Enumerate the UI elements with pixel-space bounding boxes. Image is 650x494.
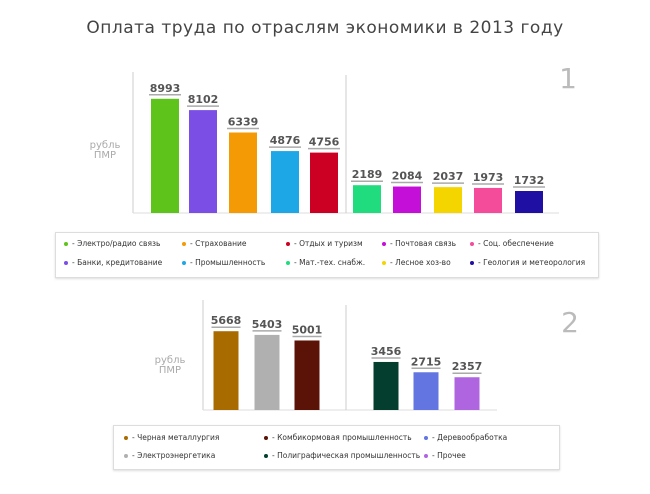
bar-value-label: 3456 — [371, 345, 402, 358]
bar-1 — [213, 331, 239, 410]
bar-value-label: 2715 — [411, 355, 442, 368]
bar-6 — [353, 185, 381, 213]
legend-label: - Электроэнергетика — [132, 451, 216, 460]
legend-swatch — [382, 261, 386, 265]
legend-label: - Деревообработка — [432, 433, 508, 442]
bar-value-label: 5001 — [292, 323, 323, 336]
bar-value-label: 8102 — [188, 93, 219, 106]
bar-value-label: 1732 — [514, 174, 545, 187]
legend-item: - Промышленность — [182, 258, 265, 267]
bar-6 — [454, 377, 480, 410]
legend-item: - Комбикормовая промышленность — [264, 433, 412, 442]
legend-item: - Почтовая связь — [382, 239, 456, 248]
legend-item: - Электроэнергетика — [124, 451, 215, 460]
bar-value-label: 4876 — [270, 134, 301, 147]
legend-label: - Лесное хоз-во — [390, 258, 451, 267]
legend-1: - Электро/радио связь - Страхование - Отды… — [55, 232, 599, 278]
legend-swatch — [124, 436, 128, 440]
legend-item: - Страхование — [182, 239, 247, 248]
legend-item: - Лесное хоз-во — [382, 258, 451, 267]
legend-label: - Банки, кредитование — [72, 258, 163, 267]
bar-7 — [393, 186, 421, 213]
legend-swatch — [264, 454, 268, 458]
legend-2: - Черная металлургия - Комбикормовая пром… — [113, 425, 560, 470]
legend-label: - Комбикормовая промышленность — [272, 433, 412, 442]
y-axis-label: рубль — [90, 140, 121, 151]
bar-value-label: 1973 — [473, 171, 504, 184]
bar-value-label: 2357 — [452, 360, 483, 373]
legend-label: - Прочее — [432, 451, 466, 460]
legend-label: - Отдых и туризм — [294, 239, 363, 248]
legend-swatch — [286, 261, 290, 265]
chart-title: Оплата труда по отраслям экономики в 201… — [86, 18, 564, 38]
bar-10 — [515, 191, 543, 213]
bar-2 — [254, 334, 280, 410]
bar-value-label: 6339 — [228, 115, 259, 128]
legend-label: - Промышленность — [190, 258, 266, 267]
bar-value-label: 5403 — [252, 318, 283, 331]
bar-9 — [474, 187, 502, 213]
legend-swatch — [182, 242, 186, 246]
panel-number: 2 — [561, 306, 579, 339]
legend-swatch — [470, 261, 474, 265]
y-axis-label: рубль — [155, 355, 186, 366]
legend-label: - Полиграфическая промышленность — [272, 451, 421, 460]
bar-3 — [294, 340, 320, 410]
bar-5 — [310, 152, 338, 213]
legend-item: - Полиграфическая промышленность — [264, 451, 420, 460]
y-axis-label: ПМР — [94, 150, 116, 161]
legend-item: - Соц. обеспечение — [470, 239, 554, 248]
bar-8 — [434, 187, 462, 213]
legend-swatch — [286, 242, 290, 246]
bar-value-label: 4756 — [309, 136, 340, 149]
y-axis-label: ПМР — [159, 365, 181, 376]
bar-2 — [189, 110, 217, 213]
bar-5 — [413, 372, 439, 410]
bar-3 — [229, 132, 257, 213]
legend-item: - Геология и метеорология — [470, 258, 585, 267]
legend-label: - Мат.-тех. снабж. — [294, 258, 366, 267]
legend-item: - Электро/радио связь — [64, 239, 160, 248]
legend-label: - Почтовая связь — [390, 239, 457, 248]
legend-swatch — [264, 436, 268, 440]
bar-4 — [271, 151, 299, 213]
legend-item: - Прочее — [424, 451, 466, 460]
bar-value-label: 2189 — [352, 168, 383, 181]
legend-item: - Отдых и туризм — [286, 239, 363, 248]
legend-swatch — [424, 436, 428, 440]
legend-swatch — [64, 242, 68, 246]
legend-swatch — [470, 242, 474, 246]
bar-value-label: 2037 — [433, 170, 464, 183]
bar-value-label: 8993 — [150, 82, 181, 95]
legend-swatch — [124, 454, 128, 458]
legend-swatch — [64, 261, 68, 265]
panel-number: 1 — [559, 62, 577, 95]
legend-label: - Электро/радио связь — [72, 239, 161, 248]
legend-label: - Черная металлургия — [132, 433, 220, 442]
legend-label: - Страхование — [190, 239, 247, 248]
bar-value-label: 2084 — [392, 170, 423, 183]
legend-label: - Геология и метеорология — [478, 258, 586, 267]
bar-4 — [373, 361, 399, 410]
bar-1 — [151, 98, 179, 213]
legend-item: - Черная металлургия — [124, 433, 219, 442]
legend-item: - Деревообработка — [424, 433, 507, 442]
legend-item: - Мат.-тех. снабж. — [286, 258, 365, 267]
legend-label: - Соц. обеспечение — [478, 239, 554, 248]
legend-swatch — [182, 261, 186, 265]
legend-swatch — [382, 242, 386, 246]
legend-swatch — [424, 454, 428, 458]
bar-value-label: 5668 — [211, 314, 242, 327]
legend-item: - Банки, кредитование — [64, 258, 162, 267]
